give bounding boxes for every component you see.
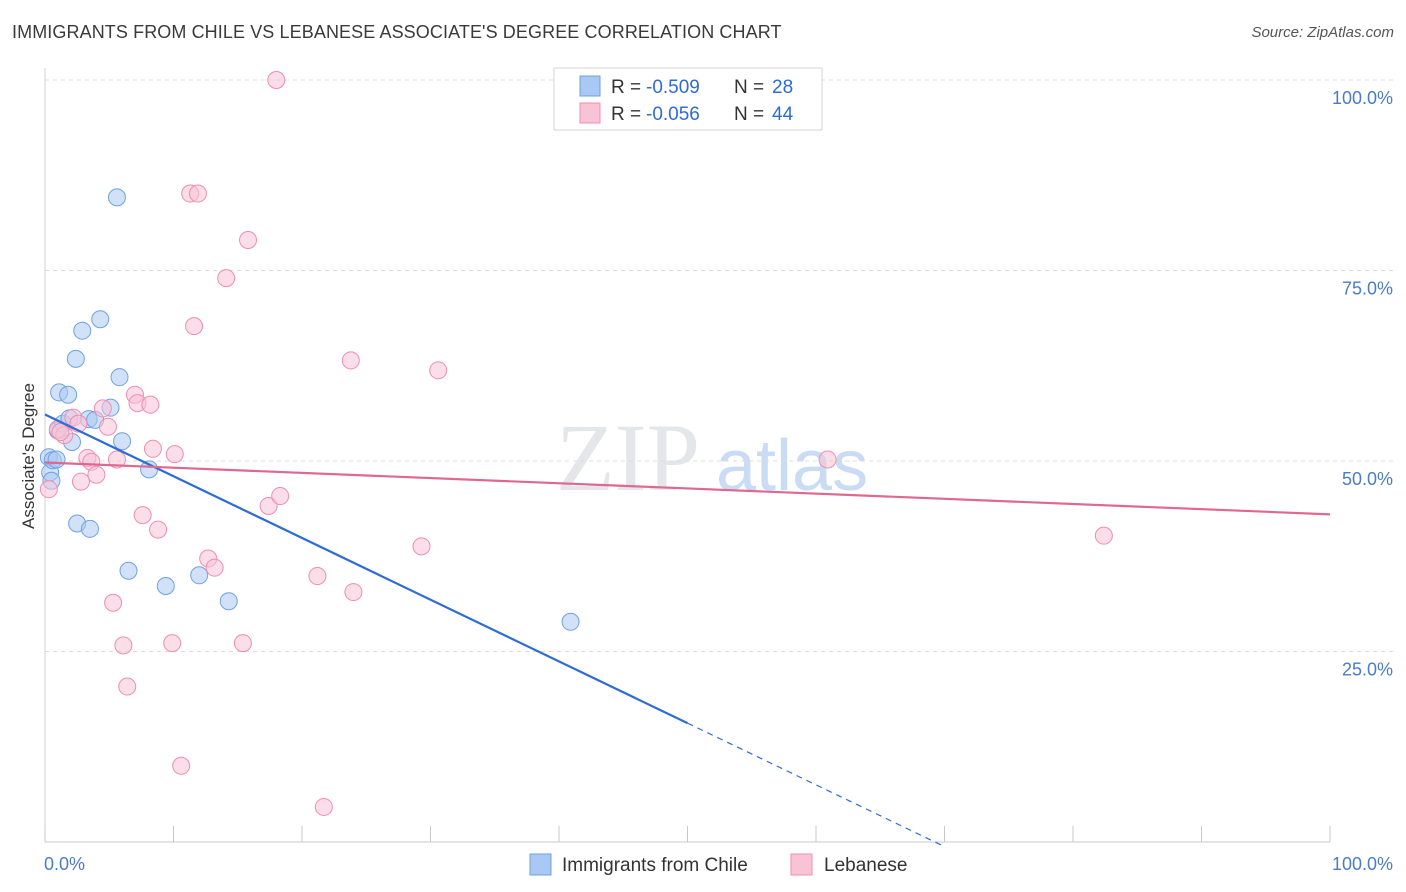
source-label: Source: ZipAtlas.com (1251, 24, 1394, 41)
lebanese-point (163, 634, 182, 653)
chile-point (80, 519, 99, 538)
lebanese-point (104, 593, 123, 612)
chile-point (66, 349, 85, 368)
y-tick-label-0: 100.0% (1332, 88, 1393, 108)
bottom-legend-label-chile: Immigrants from Chile (562, 855, 748, 876)
chile-point (119, 561, 138, 580)
y-axis-title: Associate's Degree (19, 383, 38, 529)
bottom-legend-swatch-chile (529, 853, 552, 876)
lebanese-point (133, 506, 152, 525)
lebanese-point (149, 520, 168, 539)
lebanese-point (314, 797, 333, 816)
chart-title: IMMIGRANTS FROM CHILE VS LEBANESE ASSOCI… (12, 22, 782, 42)
legend-r-label-lebanese: R = (611, 104, 641, 125)
watermark: ZIP atlas (556, 404, 868, 511)
lebanese-point (185, 317, 204, 336)
legend-r-label-chile: R = (611, 77, 641, 98)
lebanese-point (141, 395, 160, 414)
chile-point (190, 566, 209, 585)
data-points (39, 71, 1113, 816)
lebanese-point (267, 71, 286, 89)
lebanese-trend-line (44, 461, 1331, 516)
lebanese-point (165, 445, 184, 464)
chile-point (156, 576, 175, 595)
lebanese-point (188, 184, 207, 203)
lebanese-point (239, 231, 258, 250)
chile-point (561, 612, 580, 631)
stats-legend: R = -0.509 N = 28 R = -0.056 N = 44 (553, 67, 823, 131)
lebanese-point (217, 269, 236, 288)
legend-swatch-lebanese (579, 102, 601, 124)
legend-n-label-chile: N = (734, 77, 764, 98)
lebanese-point (87, 465, 106, 484)
lebanese-point (271, 487, 290, 506)
bottom-legend-label-lebanese: Lebanese (824, 855, 907, 876)
lebanese-point (341, 351, 360, 370)
y-tick-labels: 100.0% 75.0% 50.0% 25.0% (1332, 88, 1393, 680)
legend-n-label-lebanese: N = (734, 104, 764, 125)
chile-point (91, 310, 110, 329)
lebanese-point (39, 480, 58, 499)
bottom-legend-swatch-lebanese (790, 853, 813, 876)
lebanese-point (259, 496, 278, 515)
lebanese-point (143, 439, 162, 458)
lebanese-point (98, 417, 117, 436)
chile-point (47, 450, 66, 469)
lebanese-point (107, 450, 126, 469)
lebanese-point (114, 636, 133, 655)
y-tick-label-1: 75.0% (1342, 279, 1393, 299)
lebanese-point (93, 399, 112, 418)
lebanese-point (308, 567, 327, 586)
lebanese-point (118, 677, 137, 696)
x-tick-label-1: 100.0% (1332, 854, 1393, 874)
x-tick-label-0: 0.0% (44, 854, 85, 874)
chile-point (219, 592, 238, 611)
lebanese-point (1094, 526, 1113, 545)
chile-trend-extension (687, 722, 945, 848)
lebanese-point (233, 634, 252, 653)
y-tick-label-2: 50.0% (1342, 469, 1393, 489)
gridlines (45, 79, 1394, 652)
lebanese-point (412, 537, 431, 556)
legend-swatch-chile (579, 75, 601, 97)
trend-lines (44, 413, 1331, 848)
chile-point (113, 432, 132, 451)
watermark-zip: ZIP (556, 404, 700, 511)
lebanese-point (818, 450, 837, 469)
y-tick-label-3: 25.0% (1342, 660, 1393, 680)
lebanese-point (172, 756, 191, 775)
chile-point (110, 368, 129, 387)
lebanese-point (429, 361, 448, 380)
legend-n-value-lebanese: 44 (772, 104, 794, 125)
lebanese-point (71, 472, 90, 491)
x-tick-labels: 0.0% 100.0% (44, 854, 1393, 874)
lebanese-point (344, 583, 363, 602)
chile-point (107, 188, 126, 207)
lebanese-point (51, 423, 70, 442)
chile-point (73, 321, 92, 340)
series-legend: Immigrants from Chile Lebanese (529, 853, 907, 876)
legend-r-value-lebanese: -0.056 (646, 104, 700, 125)
legend-n-value-chile: 28 (772, 77, 793, 98)
chile-point (59, 385, 78, 404)
lebanese-point (205, 558, 224, 577)
legend-r-value-chile: -0.509 (646, 77, 700, 98)
